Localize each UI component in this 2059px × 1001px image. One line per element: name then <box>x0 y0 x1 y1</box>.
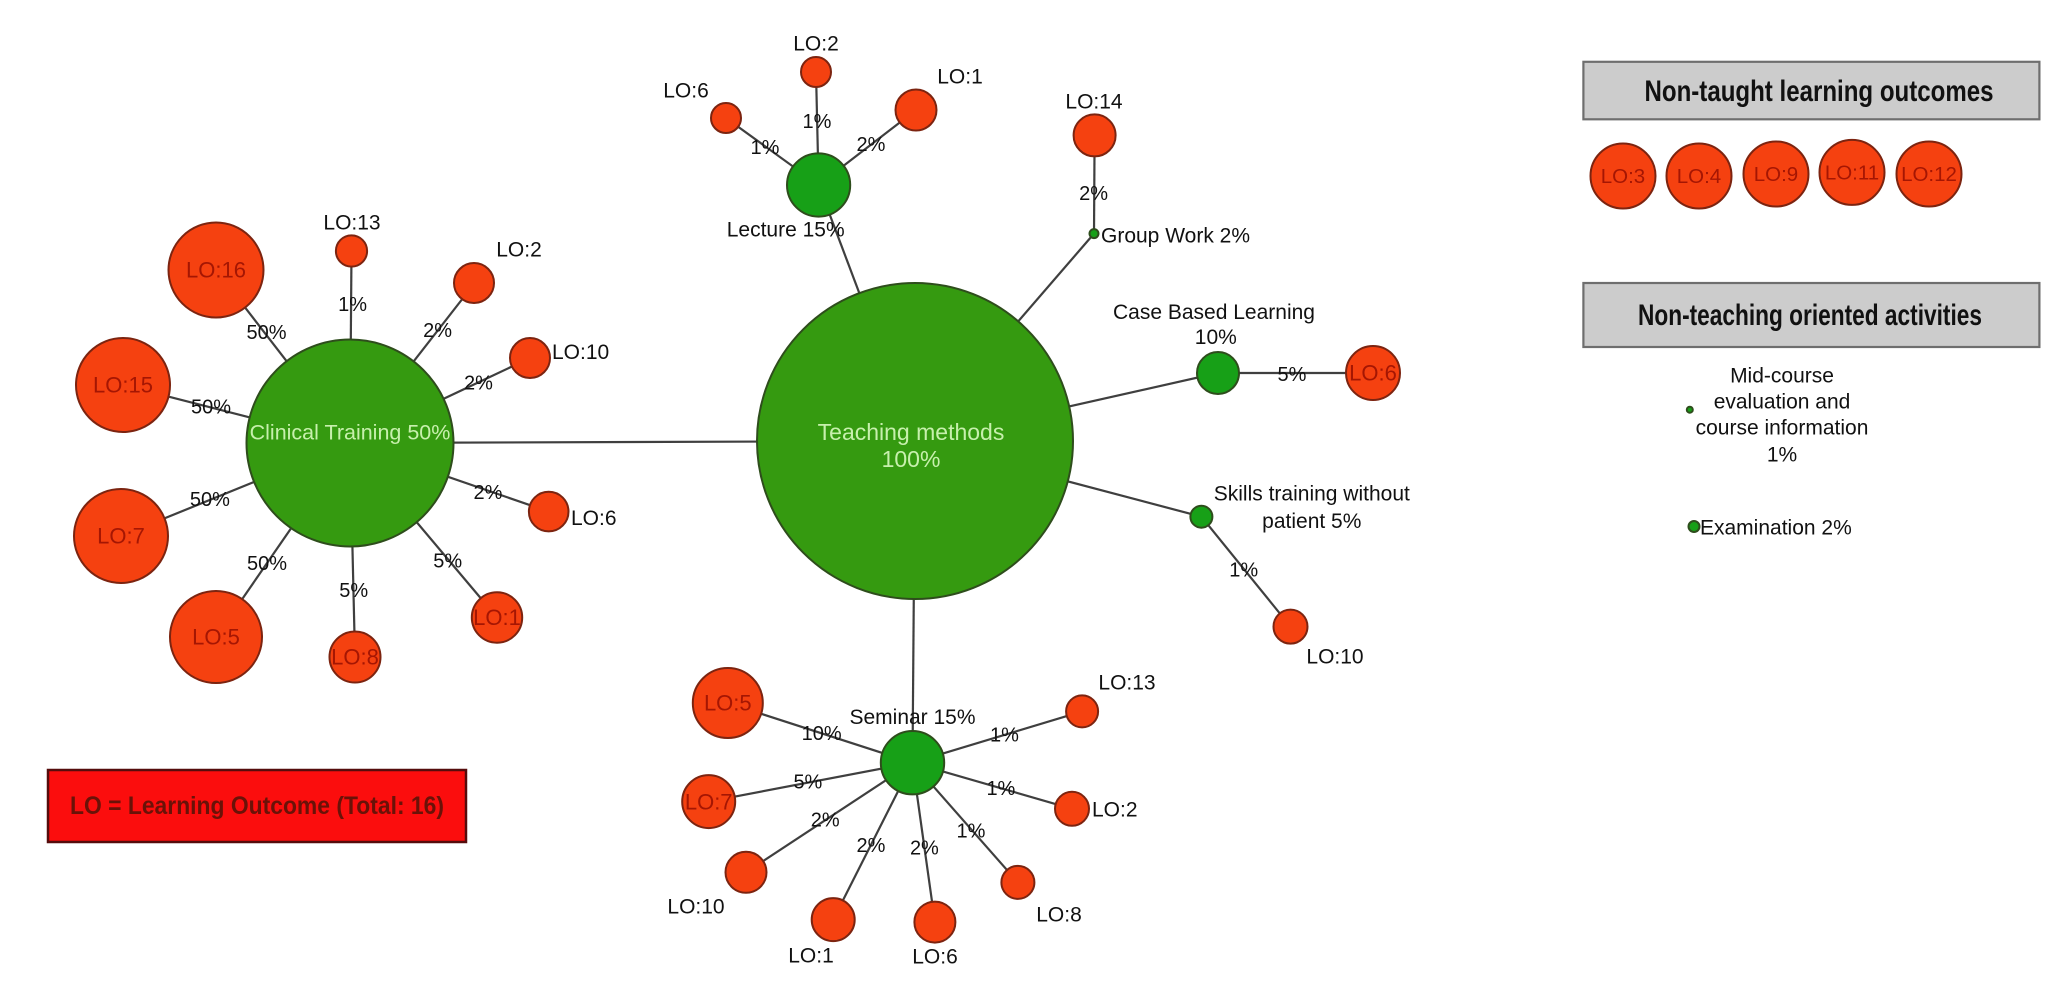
svg-text:LO:5: LO:5 <box>704 691 752 716</box>
svg-text:2%: 2% <box>474 482 503 504</box>
svg-text:LO:1: LO:1 <box>937 65 983 88</box>
svg-text:5%: 5% <box>339 580 368 602</box>
svg-text:100%: 100% <box>882 446 941 472</box>
svg-text:LO:1: LO:1 <box>788 944 834 967</box>
svg-text:Lecture 15%: Lecture 15% <box>727 218 845 241</box>
svg-text:Teaching methods: Teaching methods <box>818 419 1005 445</box>
svg-text:LO:2: LO:2 <box>793 32 839 55</box>
svg-text:50%: 50% <box>247 553 287 575</box>
svg-text:Seminar 15%: Seminar 15% <box>849 706 975 729</box>
svg-text:LO:9: LO:9 <box>1754 163 1798 186</box>
svg-text:2%: 2% <box>857 134 886 156</box>
svg-text:10%: 10% <box>1195 326 1237 349</box>
svg-text:LO:6: LO:6 <box>663 79 709 102</box>
svg-text:50%: 50% <box>190 489 230 511</box>
svg-text:LO:10: LO:10 <box>1306 645 1363 668</box>
svg-text:LO:8: LO:8 <box>1036 903 1082 926</box>
svg-text:5%: 5% <box>433 550 462 572</box>
svg-text:LO:2: LO:2 <box>1092 798 1138 821</box>
svg-text:2%: 2% <box>423 320 452 342</box>
svg-text:Case Based Learning: Case Based Learning <box>1113 301 1315 324</box>
svg-text:LO:13: LO:13 <box>323 211 380 234</box>
svg-text:LO:6: LO:6 <box>1349 361 1397 386</box>
svg-text:LO:5: LO:5 <box>192 625 240 650</box>
svg-text:Examination 2%: Examination 2% <box>1700 516 1852 539</box>
svg-text:2%: 2% <box>1079 183 1108 205</box>
svg-text:LO:2: LO:2 <box>496 238 542 261</box>
svg-text:course information: course information <box>1696 416 1869 439</box>
svg-text:LO:10: LO:10 <box>552 341 609 364</box>
svg-text:LO = Learning Outcome (Total:: LO = Learning Outcome (Total: 16) <box>70 792 444 820</box>
svg-text:1%: 1% <box>751 137 780 159</box>
svg-text:1%: 1% <box>986 778 1015 800</box>
svg-text:2%: 2% <box>857 835 886 857</box>
svg-text:LO:10: LO:10 <box>667 895 724 918</box>
svg-text:LO:12: LO:12 <box>1901 163 1957 186</box>
svg-text:Group Work 2%: Group Work 2% <box>1101 224 1250 247</box>
svg-text:1%: 1% <box>1229 559 1258 581</box>
svg-text:1%: 1% <box>803 111 832 133</box>
svg-text:5%: 5% <box>1278 364 1307 386</box>
svg-text:Non-taught learning outcomes: Non-taught learning outcomes <box>1645 75 1994 108</box>
svg-text:10%: 10% <box>802 723 842 745</box>
svg-text:LO:15: LO:15 <box>93 373 153 398</box>
svg-text:LO:3: LO:3 <box>1601 165 1645 188</box>
svg-text:1%: 1% <box>1767 443 1797 466</box>
svg-text:LO:8: LO:8 <box>331 645 379 670</box>
svg-text:2%: 2% <box>910 837 939 859</box>
svg-text:Mid-course: Mid-course <box>1730 364 1834 387</box>
svg-text:1%: 1% <box>338 294 367 316</box>
svg-text:LO:1: LO:1 <box>473 605 521 630</box>
svg-text:patient 5%: patient 5% <box>1262 510 1361 533</box>
svg-text:LO:6: LO:6 <box>571 507 617 530</box>
svg-text:50%: 50% <box>191 397 231 419</box>
svg-text:LO:16: LO:16 <box>186 258 246 283</box>
svg-text:Skills training without: Skills training without <box>1214 483 1410 506</box>
svg-text:LO:13: LO:13 <box>1098 671 1155 694</box>
svg-text:Clinical Training 50%: Clinical Training 50% <box>250 421 451 445</box>
svg-text:LO:6: LO:6 <box>912 945 958 968</box>
svg-text:1%: 1% <box>990 725 1019 747</box>
svg-text:5%: 5% <box>793 771 822 793</box>
svg-text:LO:7: LO:7 <box>97 524 145 549</box>
svg-text:2%: 2% <box>464 373 493 395</box>
svg-text:2%: 2% <box>811 809 840 831</box>
svg-text:evaluation and: evaluation and <box>1714 390 1851 413</box>
svg-text:LO:7: LO:7 <box>685 789 733 814</box>
svg-text:LO:11: LO:11 <box>1825 162 1879 185</box>
svg-text:50%: 50% <box>246 322 286 344</box>
svg-text:LO:4: LO:4 <box>1677 165 1721 188</box>
svg-text:LO:14: LO:14 <box>1065 90 1123 113</box>
svg-text:1%: 1% <box>957 821 986 843</box>
svg-text:Non-teaching oriented activiti: Non-teaching oriented activities <box>1638 299 1982 332</box>
